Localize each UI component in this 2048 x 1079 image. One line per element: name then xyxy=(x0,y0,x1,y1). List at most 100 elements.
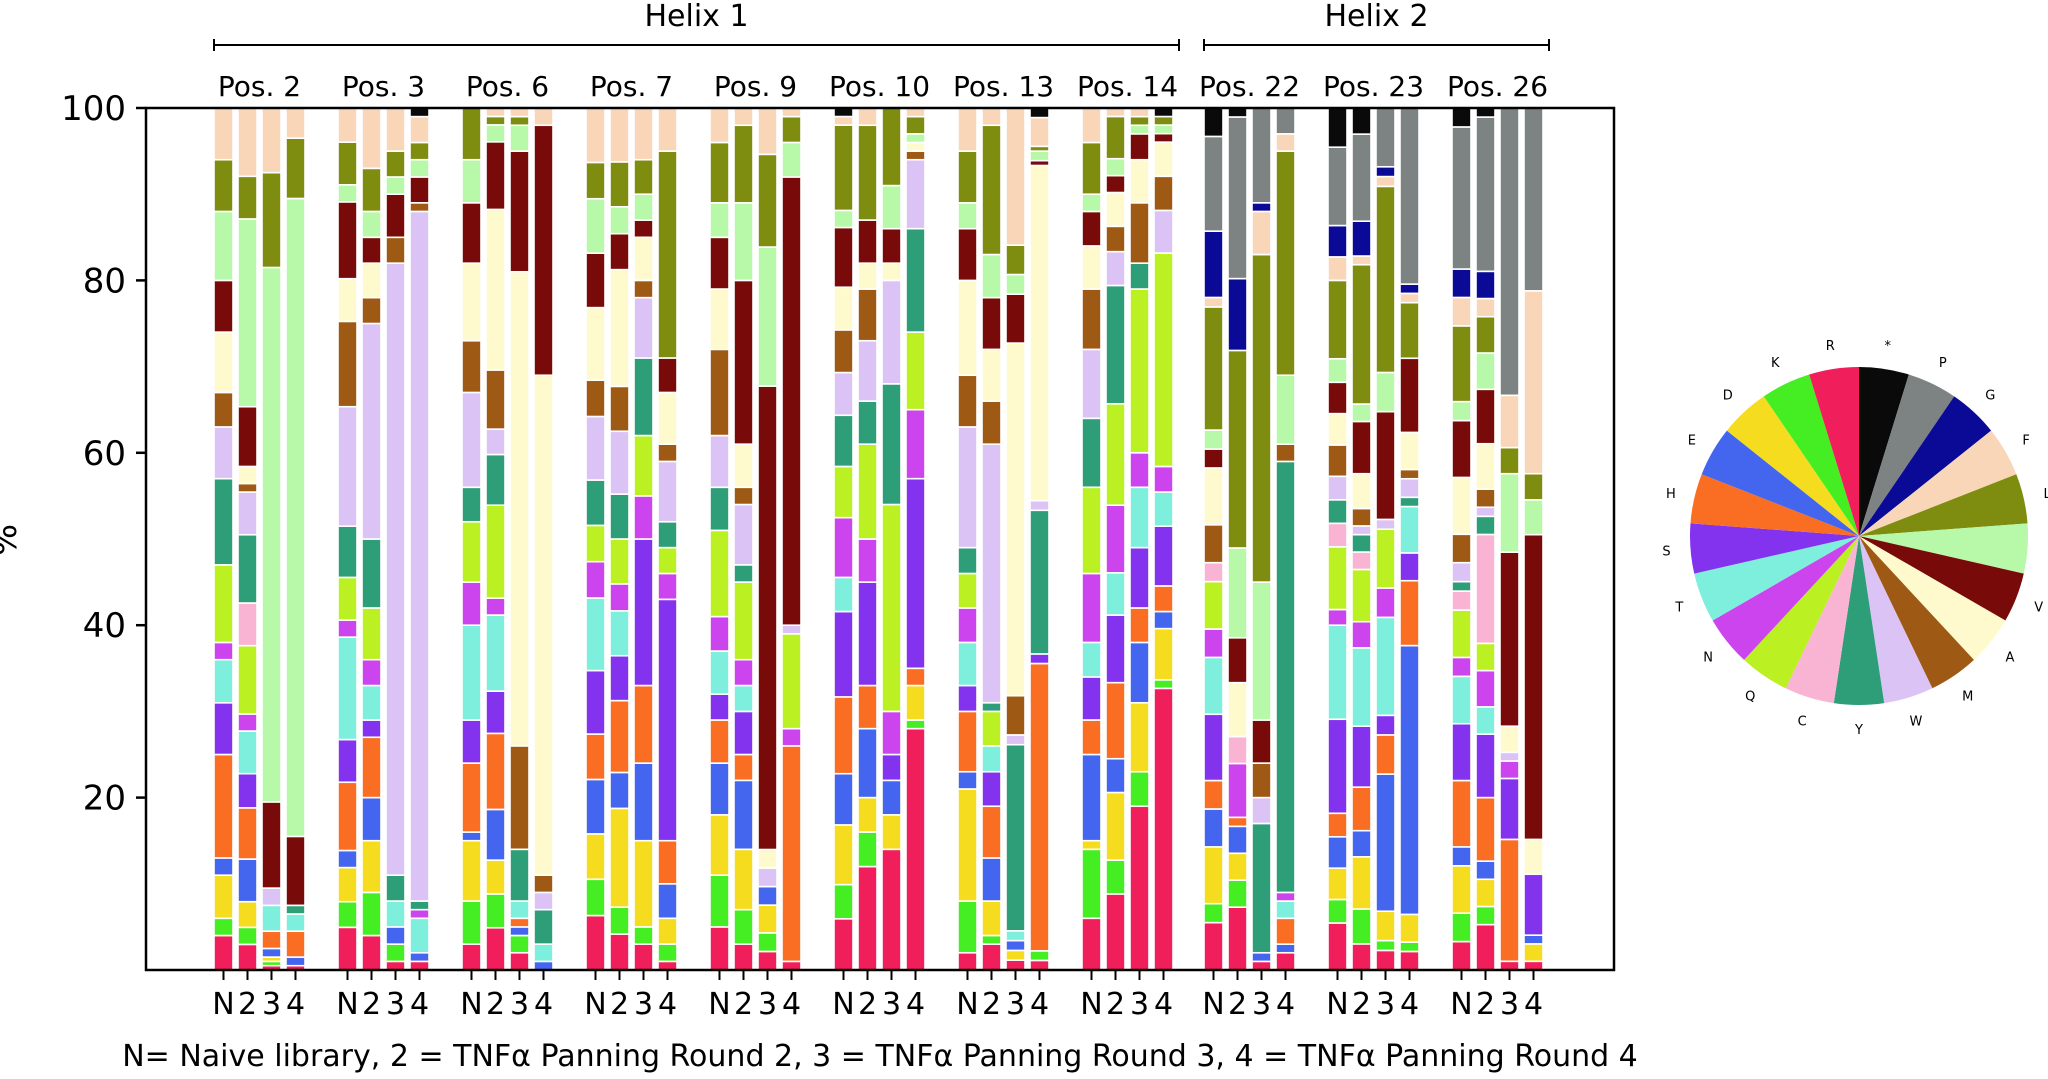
bar-segment-R xyxy=(733,943,754,971)
bar-segment-Q xyxy=(857,443,878,540)
bar-segment-F xyxy=(733,107,754,127)
bar-segment-E xyxy=(657,882,678,920)
bar-segment-Y xyxy=(533,908,554,945)
bar-segment-W xyxy=(337,405,358,527)
bar-segment-Q xyxy=(733,581,754,661)
bar-segment-N xyxy=(833,516,854,579)
bar-segment-P xyxy=(1203,135,1224,232)
bar-segment-Y xyxy=(285,904,306,915)
bar-segment-F xyxy=(1475,297,1496,318)
bar-segment-T xyxy=(1351,647,1372,728)
bar-segment-Y xyxy=(485,453,506,506)
x-tick-label: N xyxy=(956,987,978,1022)
bar-segment-S xyxy=(1105,614,1126,684)
position-label: Pos. 3 xyxy=(342,70,425,103)
bar-segment-G xyxy=(1375,165,1396,178)
bar-segment-K xyxy=(213,917,234,937)
bar-segment-T xyxy=(1399,505,1420,554)
bar-segment-R xyxy=(409,960,430,971)
bar-segment-H xyxy=(1105,681,1126,760)
pie-slice-stop xyxy=(1859,367,1909,536)
bar-segment-I xyxy=(461,158,482,204)
bar-segment-V xyxy=(781,176,802,626)
bar-segment-R xyxy=(1499,960,1520,971)
bar-segment-S xyxy=(237,772,258,809)
bar-segment-P xyxy=(1523,107,1544,292)
bar-segment-H xyxy=(509,917,530,928)
bar-segment-K xyxy=(509,934,530,954)
pie-slice-F xyxy=(1859,430,2017,536)
bar-segment-A xyxy=(981,348,1002,402)
bar-segment-R xyxy=(709,926,730,971)
bar-segment-E xyxy=(957,770,978,790)
bar-segment-W xyxy=(1081,348,1102,420)
bar-segment-L xyxy=(1153,115,1174,126)
bar-segment-V xyxy=(533,124,554,377)
x-tick-label: 2 xyxy=(362,987,381,1022)
x-tick-label: 4 xyxy=(1276,987,1295,1022)
bar-segment-P xyxy=(1251,107,1272,204)
bar-segment-M xyxy=(981,400,1002,445)
bar-segment-K xyxy=(905,719,926,730)
x-tick-label: 4 xyxy=(1154,987,1173,1022)
bar-segment-W xyxy=(237,491,258,536)
x-tick-label: 3 xyxy=(634,987,653,1022)
bar-segment-K xyxy=(485,893,506,929)
bar-segment-L xyxy=(1081,141,1102,195)
bar-segment-D xyxy=(213,874,234,920)
bar-segment-K xyxy=(385,943,406,963)
bar-segment-W xyxy=(485,428,506,456)
bar-segment-H xyxy=(857,684,878,730)
bar-segment-Y xyxy=(1399,496,1420,508)
bar-segment-Q xyxy=(1129,288,1150,454)
bar-segment-* xyxy=(1327,107,1348,148)
bar-segment-L xyxy=(1275,150,1296,377)
bar-segment-D xyxy=(1081,839,1102,851)
bar-segment-E xyxy=(285,956,306,967)
bar-segment-A xyxy=(1399,431,1420,471)
bar-segment-F xyxy=(657,107,678,152)
bar-segment-F xyxy=(709,107,730,144)
bar-segment-S xyxy=(1451,722,1472,782)
bar-segment-H xyxy=(905,667,926,687)
bar-segment-L xyxy=(833,124,854,212)
bar-segment-K xyxy=(709,874,730,928)
bar-segment-N xyxy=(1451,656,1472,678)
pie-slice-W xyxy=(1859,536,1933,704)
pie-slice-Q xyxy=(1744,536,1859,689)
bar-segment-D xyxy=(833,824,854,886)
bar-segment-T xyxy=(361,684,382,721)
bar-segment-I xyxy=(509,124,530,152)
bar-segment-F xyxy=(213,107,234,161)
bar-segment-A xyxy=(361,262,382,299)
bar-segment-A xyxy=(1227,681,1248,738)
bar-segment-* xyxy=(1475,107,1496,118)
bar-segment-V xyxy=(981,296,1002,351)
bar-segment-R xyxy=(905,727,926,971)
bar-segment-N xyxy=(337,619,358,638)
bar-segment-T xyxy=(261,904,282,933)
bar-segment-P xyxy=(1327,146,1348,227)
bar-segment-L xyxy=(385,150,406,178)
bar-segment-K xyxy=(857,831,878,868)
bar-segment-Y xyxy=(1251,822,1272,954)
bar-segment-R xyxy=(1251,960,1272,971)
bar-segment-I xyxy=(1275,374,1296,445)
bar-segment-Y xyxy=(385,874,406,902)
bar-segment-S xyxy=(213,701,234,756)
bar-segment-W xyxy=(461,391,482,489)
x-tick-label: 2 xyxy=(734,987,753,1022)
bar-segment-T xyxy=(237,730,258,775)
bar-segment-M xyxy=(1327,444,1348,478)
pie-slice-N xyxy=(1712,536,1859,660)
bar-segment-F xyxy=(285,107,306,139)
bar-segment-L xyxy=(1251,253,1272,583)
bar-segment-D xyxy=(1227,852,1248,882)
bar-segment-F xyxy=(957,107,978,152)
bar-segment-R xyxy=(1275,951,1296,971)
bar-segment-K xyxy=(361,891,382,937)
bar-segment-P xyxy=(1351,133,1372,222)
bar-segment-P xyxy=(1399,107,1420,285)
x-tick-label: 2 xyxy=(1352,987,1371,1022)
bar-segment-H xyxy=(609,699,630,774)
